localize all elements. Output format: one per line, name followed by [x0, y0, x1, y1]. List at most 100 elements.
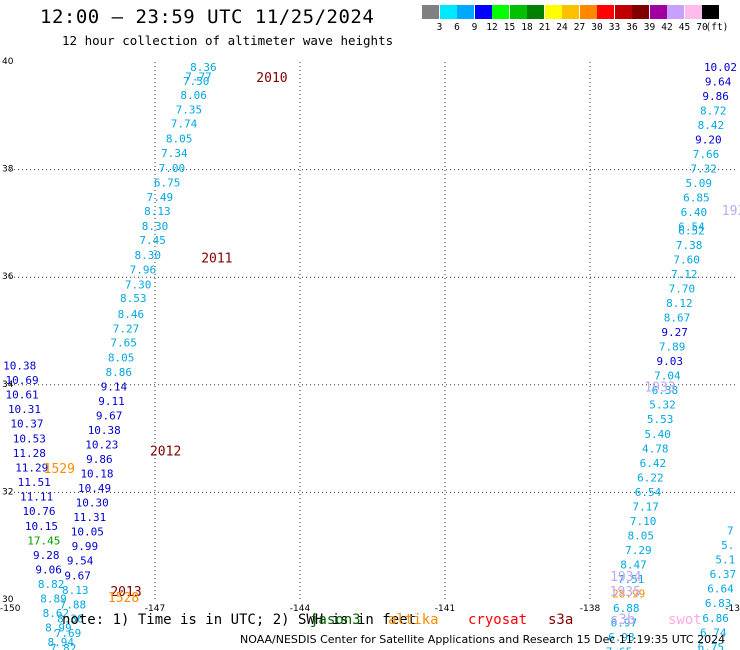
- legend-swatch: [562, 5, 579, 19]
- legend-swatch: [614, 5, 632, 19]
- wave-height-label: 8.06: [180, 89, 207, 102]
- wave-height-label: 11.28: [13, 447, 46, 460]
- wave-height-label: 10.69: [6, 374, 39, 387]
- lat-tick-label: 32: [2, 487, 13, 497]
- wave-height-label: 9.06: [35, 563, 62, 576]
- lat-tick-label: 40: [2, 57, 14, 67]
- wave-height-label: 8.13: [62, 584, 89, 597]
- wave-height-label: 9.14: [101, 380, 128, 393]
- wave-height-label: 10.49: [78, 482, 111, 495]
- wave-height-label: 7.04: [654, 370, 681, 383]
- wave-height-label: 8.30: [135, 249, 162, 262]
- wave-height-label: 8.53: [120, 292, 147, 305]
- wave-height-label: 11.11: [20, 491, 53, 504]
- lon-tick-label: -147: [145, 604, 165, 614]
- wave-height-label: 6.54: [678, 221, 705, 234]
- wave-height-label: 6.97: [611, 617, 638, 630]
- map-subtitle: 12 hour collection of altimeter wave hei…: [62, 33, 394, 48]
- wave-height-label: 9.64: [705, 75, 732, 88]
- wave-height-label: 4.78: [642, 442, 669, 455]
- legend-swatch: [702, 5, 719, 19]
- wave-height-label: 9.99: [72, 540, 99, 553]
- legend-label: 27: [573, 22, 586, 33]
- legend-swatch: [509, 5, 527, 19]
- wave-height-label: 10.61: [6, 388, 39, 401]
- wave-height-label: 10.37: [10, 418, 43, 431]
- wave-height-label: 6.37: [710, 568, 737, 581]
- wave-height-label: 8.46: [118, 308, 145, 321]
- wave-height-label: 6.74: [700, 626, 727, 639]
- wave-height-label: 7.69: [55, 627, 82, 640]
- wave-height-label: 6.38: [652, 384, 679, 397]
- wave-height-label: 6.75: [698, 641, 725, 650]
- legend-swatch: [544, 5, 562, 19]
- wave-height-label: 7.70: [669, 282, 696, 295]
- wave-height-label: 5.09: [686, 177, 713, 190]
- legend-swatch: [667, 5, 684, 19]
- legend-label: 15: [503, 22, 516, 33]
- satellite-cryosat: cryosat: [468, 612, 528, 628]
- legend-label: 21: [538, 22, 551, 33]
- track-time-label: 1935: [610, 585, 641, 600]
- wave-height-label: 9.67: [64, 569, 91, 582]
- wave-height-label: 7.00: [159, 162, 186, 175]
- wave-height-label: 7.50: [183, 75, 210, 88]
- track-time-label: 1529: [44, 462, 75, 477]
- wave-height-label: 7.66: [693, 148, 720, 161]
- legend-label: 30: [591, 22, 603, 33]
- wave-height-label: 10.38: [3, 359, 36, 372]
- wave-height-label: 6.86: [702, 612, 729, 625]
- wave-height-label: 9.03: [657, 355, 684, 368]
- wave-height-label: 5.40: [644, 428, 671, 441]
- wave-height-label: 7.17: [632, 500, 659, 513]
- legend-label: 24: [556, 22, 568, 33]
- legend-swatch: [632, 5, 649, 19]
- wave-height-label: 8.13: [144, 205, 171, 218]
- wave-height-label: 8.36: [190, 61, 217, 74]
- wave-height-label: 5.: [721, 539, 734, 552]
- track-time-label: 1932: [722, 204, 740, 219]
- wave-height-label: 7.34: [161, 147, 188, 160]
- wave-height-label: 5.1: [715, 554, 735, 567]
- legend-label: 36: [626, 22, 638, 33]
- legend-swatch: [649, 5, 667, 19]
- wave-height-label: 8.05: [166, 132, 193, 145]
- wave-height-label: 7.35: [176, 103, 203, 116]
- lon-tick-label: -141: [435, 604, 455, 614]
- wave-height-label: 10.38: [88, 424, 121, 437]
- wave-height-label: 10.31: [8, 403, 41, 416]
- legend-label: 12: [486, 22, 498, 33]
- wave-height-label: 8.36: [57, 612, 84, 625]
- track-time-label: 2011: [201, 251, 232, 266]
- legend-label: 3: [436, 22, 443, 33]
- wave-height-label: 8.30: [142, 220, 169, 233]
- track-time-label: 2013: [110, 585, 141, 600]
- wave-height-label: 7: [727, 525, 734, 538]
- wave-height-label: 5.32: [649, 399, 676, 412]
- wave-height-label: 7.45: [139, 234, 166, 247]
- wave-height-label: 8.05: [628, 529, 655, 542]
- wave-height-label: 7.30: [125, 279, 152, 292]
- wave-height-label: 6.75: [154, 177, 181, 190]
- legend-swatch: [474, 5, 492, 19]
- wave-height-label: 6.54: [635, 486, 662, 499]
- wave-height-label: 7.29: [625, 544, 652, 557]
- wave-height-label: 7.27: [113, 322, 140, 335]
- wave-height-label: 7.77: [185, 71, 212, 84]
- note-text: note: 1) Time is in UTC; 2) SWH is in fe…: [62, 612, 417, 628]
- legend-swatch: [457, 5, 474, 19]
- wave-height-label: 7.32: [690, 163, 717, 176]
- legend-label: 6: [454, 22, 460, 33]
- satellite-swot: swot: [668, 612, 702, 628]
- wave-height-label: 10.05: [71, 526, 104, 539]
- track-time-label: 1528: [108, 591, 139, 606]
- satellite-jason3: jason3: [310, 612, 361, 628]
- wave-height-label: 5.53: [647, 413, 674, 426]
- track-time-label: 1934: [610, 570, 641, 585]
- legend-swatch: [439, 5, 457, 19]
- wave-height-label: 6.98: [608, 631, 635, 644]
- wave-height-label: 8.72: [700, 104, 727, 117]
- legend-swatch: [422, 5, 439, 19]
